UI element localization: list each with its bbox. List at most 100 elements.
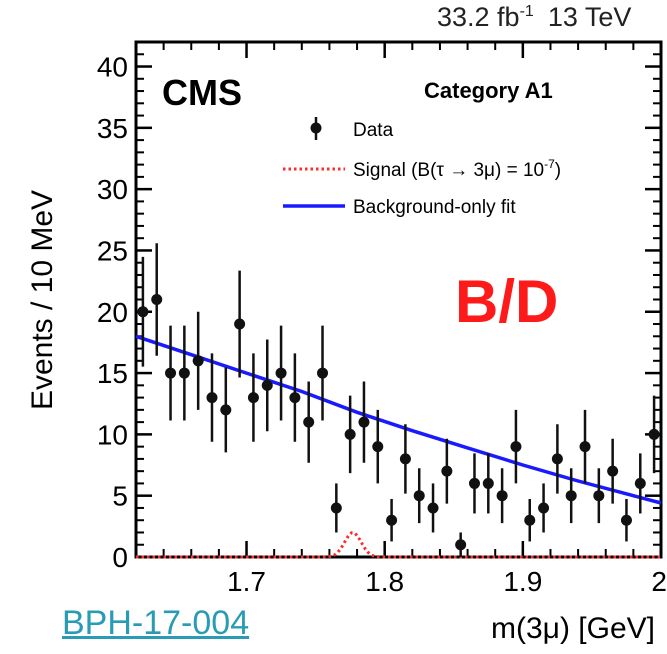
reference-link[interactable]: BPH-17-004 [62,604,250,642]
data-marker [551,453,563,465]
data-points-layer [137,243,660,557]
data-point [289,353,301,442]
data-marker [524,514,536,526]
data-marker [317,367,329,379]
data-point [620,498,632,542]
x-tick-label: 1.8 [365,566,404,597]
y-tick-label: 5 [112,481,128,512]
data-marker [151,294,163,305]
data-marker [593,490,605,502]
data-marker [579,441,591,453]
data-point [137,256,149,367]
y-axis-title: Events / 10 MeV [26,190,59,410]
data-point [386,498,398,542]
data-marker [607,465,619,477]
data-point [468,453,480,514]
data-marker [441,465,453,477]
lumi-label: 33.2 fb-1 13 TeV [437,2,631,32]
data-marker [165,367,177,379]
legend-background-label: Background-only fit [353,197,516,218]
data-point [441,438,453,504]
x-tick-label: 1.9 [503,566,542,597]
data-point [303,381,315,463]
data-point [634,453,646,514]
x-tick-label: 2 [651,566,667,597]
background-fit-line [135,334,662,505]
legend-data-marker [310,117,322,140]
data-marker [372,441,384,453]
data-point [427,483,439,533]
category-label: Category A1 [424,78,553,103]
data-point [399,424,411,494]
data-point [178,325,190,421]
x-axis-title: m(3μ) [GeV] [491,612,655,645]
y-tick-label: 25 [97,235,128,266]
data-point [275,325,287,421]
data-point [358,381,370,463]
data-marker [358,416,370,428]
data-marker [206,392,218,404]
data-marker [648,428,660,440]
signal-layer [136,531,661,559]
data-point [607,438,619,504]
background-fit-layer [135,334,662,505]
data-marker [192,355,204,367]
data-point [261,339,273,432]
y-tick-label: 15 [97,358,128,389]
data-point [551,424,563,494]
data-point [524,498,536,542]
bd-stamp: B/D [455,268,558,335]
legend-signal-label: Signal (B(τ → 3μ) = 10-7) [353,157,561,181]
data-marker [247,392,259,404]
data-marker [178,367,190,379]
data-marker [386,514,398,526]
data-marker [468,477,480,489]
axes-layer: 0 5 10 15 20 25 30 35 40 1.7 1.8 1.9 2 [97,42,667,597]
y-tick-label: 20 [97,297,128,328]
data-marker [399,453,411,465]
data-point [206,353,218,442]
legend: Data Signal (B(τ → 3μ) = 10-7) Backgroun… [283,117,561,218]
y-tick-label: 30 [97,174,128,205]
data-point [538,483,550,533]
plot-frame [134,40,663,559]
y-tick-label: 40 [97,52,128,83]
data-marker [510,441,522,453]
data-marker [565,490,577,502]
cms-label: CMS [162,72,242,113]
data-marker [330,502,342,514]
data-marker [538,502,550,514]
data-marker [261,379,273,391]
data-marker [289,392,301,404]
y-tick-label: 10 [97,419,128,450]
legend-data-label: Data [353,120,394,141]
data-point [510,409,522,484]
data-point [330,483,342,533]
data-marker [137,306,149,318]
data-point [317,325,329,421]
y-tick-label: 0 [112,542,128,573]
data-point [593,468,605,524]
data-point [565,468,577,524]
data-marker [413,490,425,502]
data-point [413,468,425,524]
data-marker [344,428,356,440]
data-marker [234,318,246,330]
data-point [344,395,356,474]
signal-curve [136,531,661,559]
data-marker [275,367,287,379]
data-point [220,367,232,453]
data-point [247,353,259,442]
data-point [372,409,384,484]
data-marker [482,477,494,489]
data-marker [303,416,315,428]
data-point [579,409,591,484]
data-point [496,468,508,524]
data-point [648,395,660,474]
data-point [151,243,163,356]
data-point [192,311,204,410]
data-point [482,453,494,514]
data-point [234,270,246,378]
